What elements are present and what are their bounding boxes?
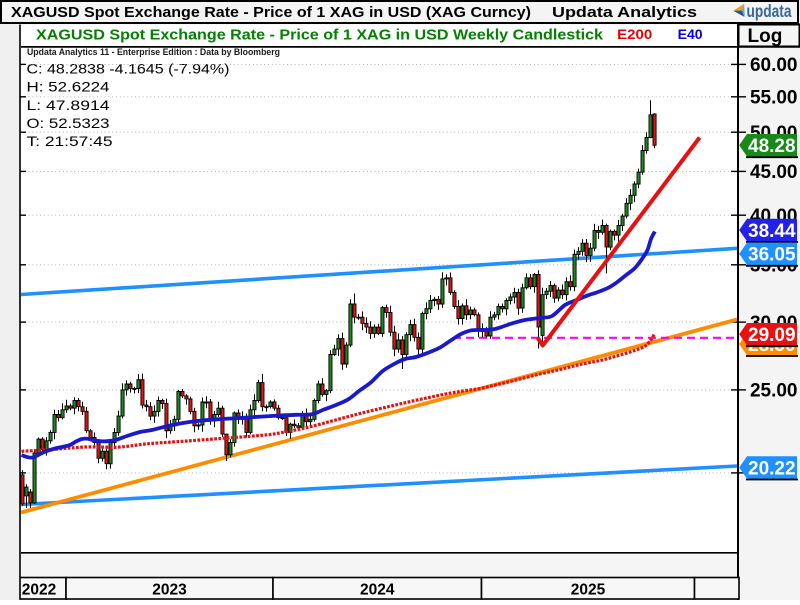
svg-text:Updata Analytics 11 - Enterpri: Updata Analytics 11 - Enterprise Edition… xyxy=(27,47,280,57)
svg-text:45.00: 45.00 xyxy=(750,162,798,183)
svg-text:updata: updata xyxy=(747,1,792,21)
svg-text:25.00: 25.00 xyxy=(750,381,798,402)
svg-text:2025: 2025 xyxy=(571,582,606,599)
svg-text:T: 21:57:45: T: 21:57:45 xyxy=(27,133,113,149)
svg-text:2024: 2024 xyxy=(360,582,395,599)
svg-text:C: 48.2838 -4.1645 (-7.94%): C: 48.2838 -4.1645 (-7.94%) xyxy=(27,60,230,76)
svg-text:48.28: 48.28 xyxy=(748,136,796,157)
svg-text:E200: E200 xyxy=(617,26,652,42)
svg-text:60.00: 60.00 xyxy=(750,55,798,76)
svg-text:38.44: 38.44 xyxy=(748,221,796,242)
svg-text:XAGUSD Spot Exchange Rate - Pr: XAGUSD Spot Exchange Rate - Price of 1 X… xyxy=(36,27,604,44)
svg-text:2022: 2022 xyxy=(22,582,56,599)
svg-text:2023: 2023 xyxy=(152,582,187,599)
svg-text:XAGUSD Spot Exchange Rate - Pr: XAGUSD Spot Exchange Rate - Price of 1 X… xyxy=(11,4,531,21)
svg-text:Log: Log xyxy=(748,26,783,47)
svg-text:E40: E40 xyxy=(678,26,703,42)
svg-text:L: 47.8914: L: 47.8914 xyxy=(27,97,110,113)
svg-text:20.22: 20.22 xyxy=(748,458,796,479)
svg-text:29.09: 29.09 xyxy=(748,325,796,346)
svg-text:55.00: 55.00 xyxy=(750,88,798,109)
svg-text:Updata Analytics: Updata Analytics xyxy=(552,4,697,21)
svg-text:36.05: 36.05 xyxy=(748,245,796,266)
svg-text:O: 52.5323: O: 52.5323 xyxy=(27,115,110,131)
svg-text:H: 52.6224: H: 52.6224 xyxy=(27,79,110,95)
